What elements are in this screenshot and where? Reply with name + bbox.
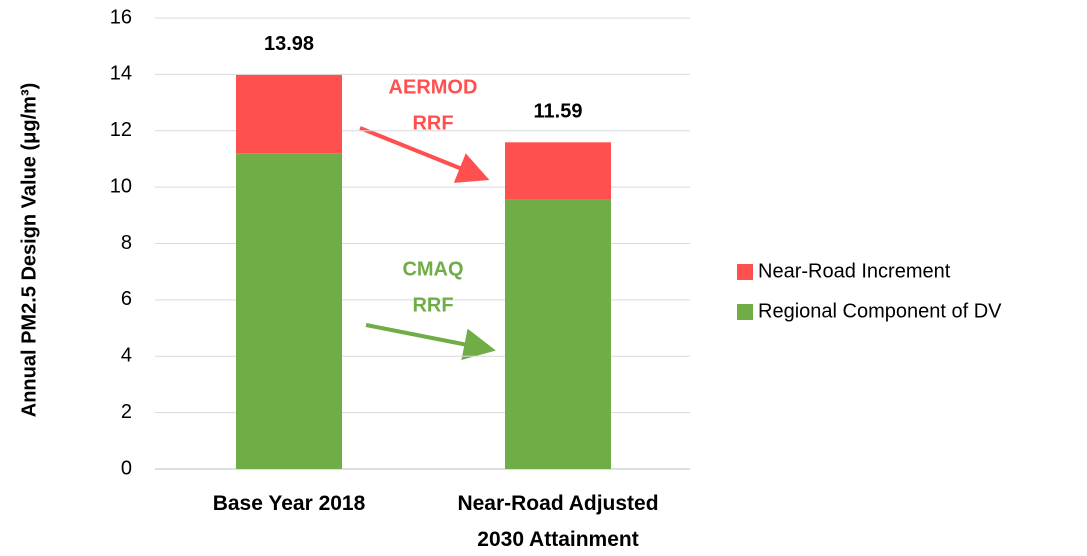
legend-label: Regional Component of DV xyxy=(758,300,1002,322)
y-tick-label: 8 xyxy=(121,232,132,254)
y-axis-title: Annual PM2.5 Design Value (μg/m³) xyxy=(18,83,40,418)
bar-segment xyxy=(236,74,342,154)
arrow xyxy=(365,323,496,361)
annotation: AERMOD xyxy=(389,76,478,98)
bar-segment xyxy=(505,199,611,469)
total-label: 13.98 xyxy=(264,33,314,55)
x-tick-label: Near-Road Adjusted 2030 Attainment xyxy=(457,492,659,551)
y-tick-label: 16 xyxy=(110,6,132,28)
x-tick-label: Base Year 2018 xyxy=(212,492,366,515)
annotation: CMAQ xyxy=(402,258,463,280)
y-tick-label: 2 xyxy=(121,401,132,423)
legend-swatch xyxy=(737,304,753,320)
y-tick-label: 4 xyxy=(121,345,132,367)
y-tick-label: 10 xyxy=(110,175,132,197)
y-tick-label: 0 xyxy=(121,457,132,479)
bar-segment xyxy=(236,153,342,470)
total-label: 11.59 xyxy=(534,101,583,123)
bar-segment xyxy=(505,142,611,200)
arrow xyxy=(359,126,490,183)
annotation: RRF xyxy=(412,294,453,316)
y-tick-label: 14 xyxy=(110,63,132,85)
y-tick-label: 12 xyxy=(110,119,132,141)
y-tick-label: 6 xyxy=(121,288,132,310)
annotation: RRF xyxy=(412,112,453,134)
legend-label: Near-Road Increment xyxy=(758,260,951,282)
legend-swatch xyxy=(737,264,753,280)
